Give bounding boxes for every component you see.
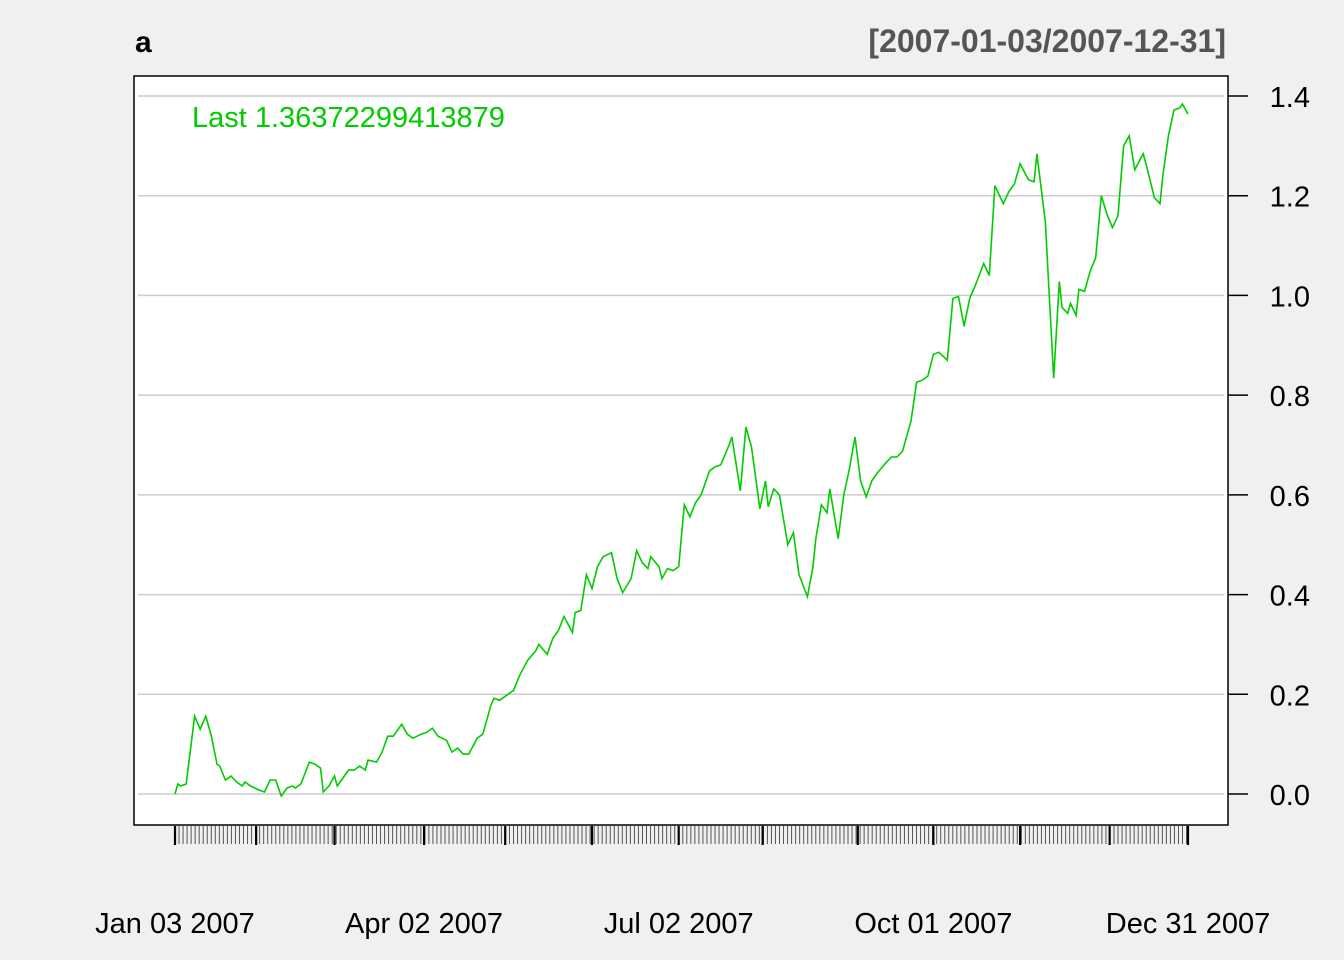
y-tick-label: 0.2 <box>1270 680 1310 712</box>
y-tick-label: 0.4 <box>1270 581 1310 613</box>
x-tick-label: Oct 01 2007 <box>854 908 1012 940</box>
y-tick-label: 0.0 <box>1270 780 1310 812</box>
series-line <box>174 102 1189 798</box>
y-tick-label: 1.0 <box>1270 281 1310 313</box>
date-range-label: [2007-01-03/2007-12-31] <box>868 23 1226 59</box>
y-tick-label: 1.2 <box>1270 182 1310 214</box>
last-value-label: Last 1.36372299413879 <box>192 102 505 134</box>
x-tick-label: Apr 02 2007 <box>345 908 503 940</box>
y-tick-label: 0.8 <box>1270 381 1310 413</box>
x-tick-label: Jan 03 2007 <box>95 908 255 940</box>
x-tick-label: Dec 31 2007 <box>1106 908 1270 940</box>
chart-title: a <box>135 26 152 59</box>
y-tick-label: 0.6 <box>1270 481 1310 513</box>
plot-panel <box>134 76 1228 825</box>
x-tick-label: Jul 02 2007 <box>604 908 754 940</box>
y-tick-label: 1.4 <box>1270 82 1310 114</box>
plot-frame <box>133 75 1229 826</box>
